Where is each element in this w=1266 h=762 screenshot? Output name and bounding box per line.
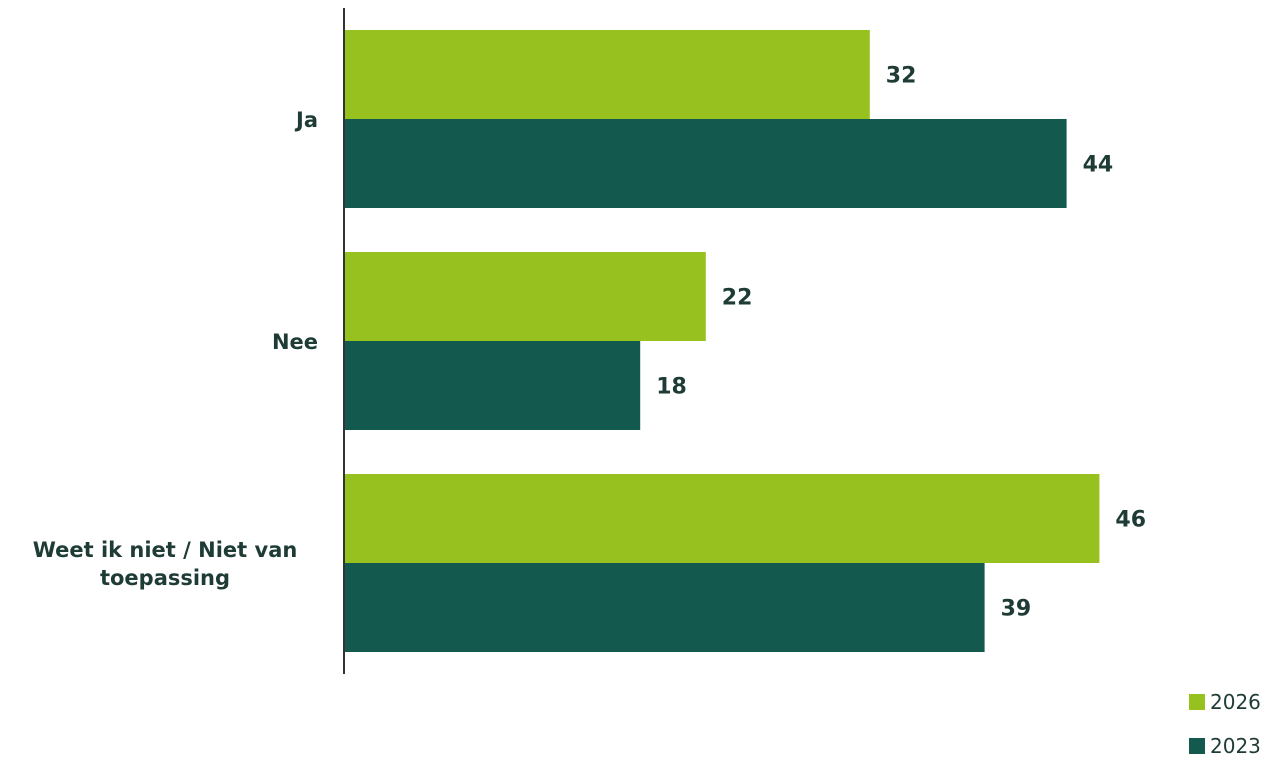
- category-label-line: Weet ik niet / Niet van: [33, 538, 298, 562]
- bar-nee-2023: [345, 341, 641, 430]
- category-label-nee: Nee: [272, 330, 318, 354]
- legend-label-2026: 2026: [1210, 690, 1261, 714]
- value-label-weet-ik-niet-niet-van-toepassing-2023: 39: [1001, 597, 1032, 622]
- value-labels-layer: 32 44 22 18 46 39: [656, 64, 1146, 622]
- category-label-ja: Ja: [294, 108, 318, 132]
- bar-weet-ik-niet-niet-van-toepassing-2023: [345, 563, 985, 652]
- value-label-nee-2023: 18: [656, 375, 687, 400]
- value-label-ja-2023: 44: [1083, 153, 1114, 178]
- legend-label-2023: 2023: [1210, 734, 1261, 758]
- bars-layer: [345, 30, 1100, 652]
- bar-ja-2026: [345, 30, 870, 119]
- category-labels-layer: Ja Nee Weet ik niet / Niet van toepassing: [33, 108, 318, 590]
- value-label-nee-2026: 22: [722, 286, 753, 311]
- bar-nee-2026: [345, 252, 706, 341]
- bar-ja-2023: [345, 119, 1067, 208]
- category-label-weet-ik-niet-niet-van-toepassing: Weet ik niet / Niet van toepassing: [33, 538, 298, 590]
- value-label-ja-2026: 32: [886, 64, 917, 89]
- bar-weet-ik-niet-niet-van-toepassing-2026: [345, 474, 1100, 563]
- legend-swatch-2023: [1189, 738, 1205, 754]
- category-label-line: toepassing: [100, 566, 230, 590]
- legend: 2026 2023: [1189, 690, 1261, 758]
- legend-swatch-2026: [1189, 694, 1205, 710]
- value-label-weet-ik-niet-niet-van-toepassing-2026: 46: [1115, 508, 1146, 533]
